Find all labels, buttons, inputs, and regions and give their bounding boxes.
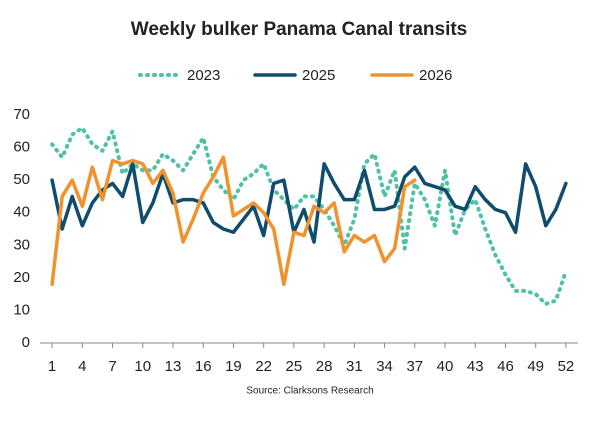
y-tick-label: 20 bbox=[13, 269, 30, 286]
x-tick-label: 43 bbox=[467, 358, 484, 375]
y-tick-label: 0 bbox=[22, 334, 30, 351]
x-tick-label: 46 bbox=[497, 358, 514, 375]
y-tick-label: 40 bbox=[13, 204, 30, 221]
x-tick-label: 40 bbox=[437, 358, 454, 375]
x-tick-label: 19 bbox=[225, 358, 242, 375]
legend-label: 2023 bbox=[187, 67, 220, 84]
x-tick-label: 16 bbox=[195, 358, 212, 375]
x-tick-label: 31 bbox=[346, 358, 363, 375]
series-line bbox=[50, 155, 417, 287]
x-tick-label: 22 bbox=[255, 358, 272, 375]
x-tick-label: 7 bbox=[108, 358, 116, 375]
x-tick-label: 28 bbox=[316, 358, 333, 375]
x-tick-label: 4 bbox=[78, 358, 86, 375]
legend-label: 2026 bbox=[419, 67, 452, 84]
x-tick-label: 34 bbox=[376, 358, 393, 375]
series-line bbox=[50, 162, 568, 244]
x-tick-label: 37 bbox=[406, 358, 423, 375]
chart-title: Weekly bulker Panama Canal transits bbox=[131, 19, 468, 40]
x-tick-label: 13 bbox=[165, 358, 182, 375]
x-tick-label: 52 bbox=[558, 358, 575, 375]
x-tick-label: 1 bbox=[48, 358, 56, 375]
x-tick-label: 10 bbox=[134, 358, 151, 375]
legend-label: 2025 bbox=[302, 67, 335, 84]
y-tick-label: 30 bbox=[13, 236, 30, 253]
y-tick-label: 70 bbox=[13, 106, 30, 123]
y-tick-label: 10 bbox=[13, 301, 30, 318]
source: Source: Clarksons Research bbox=[246, 386, 373, 397]
x-tick-label: 49 bbox=[527, 358, 544, 375]
y-tick-label: 50 bbox=[13, 171, 30, 188]
y-tick-label: 60 bbox=[13, 139, 30, 156]
series-line bbox=[50, 126, 568, 306]
x-tick-label: 25 bbox=[286, 358, 303, 375]
